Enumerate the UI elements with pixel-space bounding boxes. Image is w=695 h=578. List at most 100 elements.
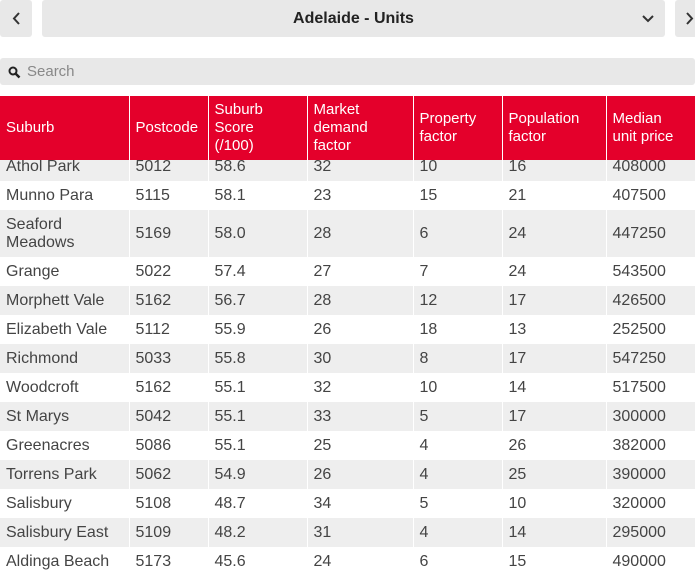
table-cell: 48.7 [207, 489, 307, 518]
cell-text: 10 [508, 494, 527, 512]
table-cell: 547250 [605, 344, 695, 373]
cell-text: 490000 [612, 552, 666, 570]
cell-text: 56.7 [214, 291, 246, 309]
table-cell: 5042 [128, 402, 208, 431]
table-cell: Aldinga Beach [0, 547, 129, 576]
cell-text: 4 [419, 436, 429, 454]
table-cell: 5086 [128, 431, 208, 460]
cell-text: 55.1 [214, 436, 246, 454]
cell-text: 27 [313, 262, 332, 280]
cell-text: 48.7 [214, 494, 246, 512]
cell-text: Munno Para [6, 186, 94, 204]
table-cell: Grange [0, 257, 129, 286]
table-cell: 295000 [605, 518, 695, 547]
table-row[interactable]: Greenacres 5086 55.1 25 4 26 382000 [0, 431, 695, 460]
search-box[interactable]: Search [0, 58, 695, 85]
table-cell: 55.1 [207, 402, 307, 431]
table-cell: 6 [412, 547, 502, 576]
column-header[interactable]: Suburb Score (/100) [207, 96, 307, 160]
cell-text: 5169 [135, 224, 172, 242]
dropdown-icon [642, 15, 654, 23]
column-header[interactable]: Population factor [501, 96, 606, 160]
table-cell: 23 [306, 181, 413, 210]
cell-text: 55.1 [214, 378, 246, 396]
table-row[interactable]: Seaford Meadows 5169 58.0 28 6 24 447250 [0, 210, 695, 257]
table-cell: 407500 [605, 181, 695, 210]
table-row[interactable]: Salisbury 5108 48.7 34 5 10 320000 [0, 489, 695, 518]
cell-text: 7 [419, 262, 429, 280]
column-header[interactable]: Median unit price [605, 96, 695, 160]
region-select[interactable]: Adelaide - Units [42, 0, 665, 37]
table-cell: 320000 [605, 489, 695, 518]
column-header[interactable]: Postcode [128, 96, 208, 160]
table-cell: Seaford Meadows [0, 210, 129, 257]
cell-text: 23 [313, 186, 332, 204]
table-row[interactable]: Morphett Vale 5162 56.7 28 12 17 426500 [0, 286, 695, 315]
table-cell: 56.7 [207, 286, 307, 315]
table-cell: 21 [501, 181, 606, 210]
cell-text: Grange [6, 262, 60, 280]
column-label: Suburb [6, 119, 55, 136]
table-cell: 28 [306, 286, 413, 315]
table-cell: 5169 [128, 210, 208, 257]
table-cell: 15 [412, 181, 502, 210]
table-cell: 382000 [605, 431, 695, 460]
cell-text: 6 [419, 552, 429, 570]
cell-text: 58.0 [214, 224, 246, 242]
table-cell: St Marys [0, 402, 129, 431]
cell-text: 30 [313, 349, 332, 367]
cell-text: 48.2 [214, 523, 246, 541]
table-header: Suburb Postcode Suburb Score (/100) Market … [0, 96, 695, 160]
table-row[interactable]: Munno Para 5115 58.1 23 15 21 407500 [0, 181, 695, 210]
table-cell: 55.1 [207, 373, 307, 402]
cell-text: 25 [508, 465, 527, 483]
table-row[interactable]: Salisbury East 5109 48.2 31 4 14 295000 [0, 518, 695, 547]
table-row[interactable]: Aldinga Beach 5173 45.6 24 6 15 490000 [0, 547, 695, 576]
table-cell: 5 [412, 489, 502, 518]
cell-text: 15 [419, 186, 438, 204]
table-cell: 4 [412, 518, 502, 547]
cell-text: Greenacres [6, 436, 90, 454]
table-row[interactable]: Elizabeth Vale 5112 55.9 26 18 13 252500 [0, 315, 695, 344]
column-header[interactable]: Property factor [412, 96, 502, 160]
table-row[interactable]: Grange 5022 57.4 27 7 24 543500 [0, 257, 695, 286]
table-cell: Salisbury East [0, 518, 129, 547]
table-cell: 5109 [128, 518, 208, 547]
cell-text: 426500 [612, 291, 666, 309]
table-cell: 5062 [128, 460, 208, 489]
next-button[interactable] [675, 0, 695, 37]
table-cell: 8 [412, 344, 502, 373]
table-cell: 24 [306, 547, 413, 576]
table-cell: 58.1 [207, 181, 307, 210]
table-cell: 5162 [128, 373, 208, 402]
cell-text: Salisbury [6, 494, 72, 512]
table-cell: 14 [501, 373, 606, 402]
table-cell: 55.1 [207, 431, 307, 460]
table-row[interactable]: Torrens Park 5062 54.9 26 4 25 390000 [0, 460, 695, 489]
prev-button[interactable] [0, 0, 32, 37]
table-cell: 48.2 [207, 518, 307, 547]
table-cell: 32 [306, 373, 413, 402]
cell-text: 10 [419, 157, 438, 175]
cell-text: Aldinga Beach [6, 552, 110, 570]
table-cell: 25 [501, 460, 606, 489]
cell-text: 295000 [612, 523, 666, 541]
column-header[interactable]: Suburb [0, 96, 129, 160]
table-cell: Morphett Vale [0, 286, 129, 315]
table-row[interactable]: Woodcroft 5162 55.1 32 10 14 517500 [0, 373, 695, 402]
table-row[interactable]: St Marys 5042 55.1 33 5 17 300000 [0, 402, 695, 431]
table-cell: 10 [412, 373, 502, 402]
table-cell: 490000 [605, 547, 695, 576]
table-cell: 517500 [605, 373, 695, 402]
cell-text: Salisbury East [6, 523, 109, 541]
table-cell: 18 [412, 315, 502, 344]
cell-text: 300000 [612, 407, 666, 425]
cell-text: 55.8 [214, 349, 246, 367]
cell-text: 17 [508, 407, 527, 425]
cell-text: Seaford Meadows [6, 215, 75, 251]
column-header[interactable]: Market demand factor [306, 96, 413, 160]
cell-text: 543500 [612, 262, 666, 280]
table-cell: 26 [306, 460, 413, 489]
table-row[interactable]: Richmond 5033 55.8 30 8 17 547250 [0, 344, 695, 373]
cell-text: Morphett Vale [6, 291, 105, 309]
